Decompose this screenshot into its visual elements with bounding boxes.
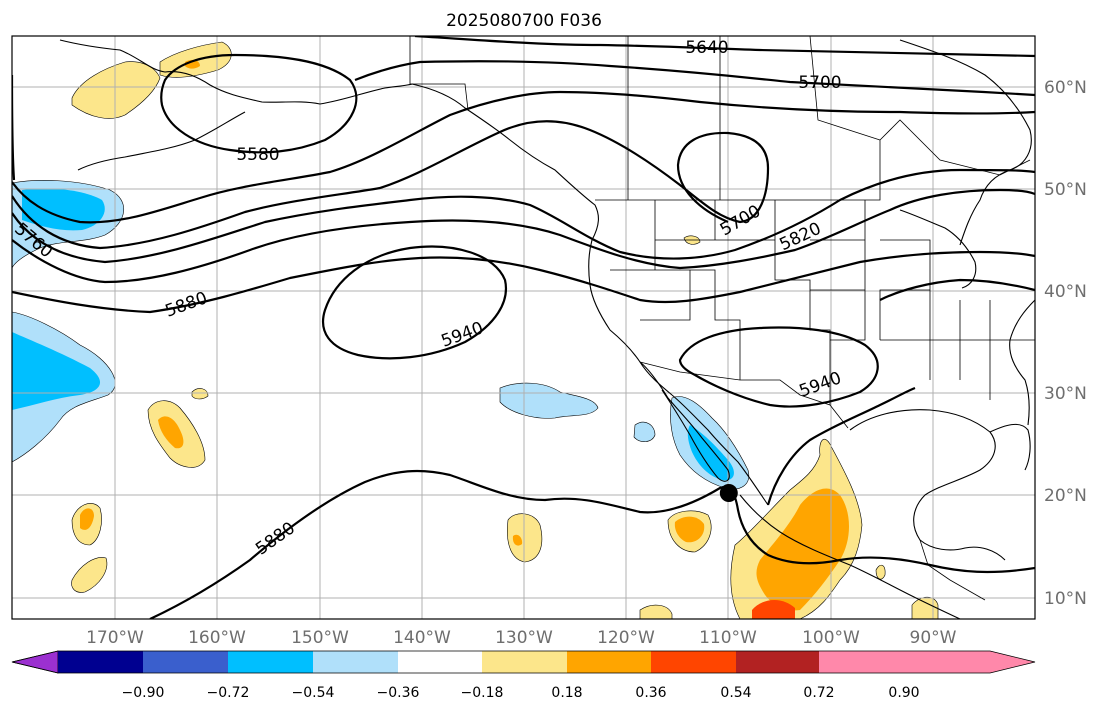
contour-5580 [160,53,358,154]
latitude-tick-label: 60°N [1044,78,1087,98]
map-panel: 5640 5700 5580 5760 5700 5820 5880 5940 … [12,36,1035,619]
coastline-alaska [59,39,413,105]
anomaly-region-gulf-coast [639,604,673,619]
anomaly-peak-mexico [752,599,795,619]
colorbar-tick-label: −0.54 [292,685,335,701]
latitude-tick-label: 20°N [1044,486,1087,506]
colorbar-extend-high [904,651,1035,673]
colorbar-tick-label: 0.72 [803,685,834,701]
latitude-tick-label: 30°N [1044,384,1087,404]
contour-5760 [12,90,1035,224]
anomaly-region-alaska-west [71,61,161,119]
colorbar-segment [482,651,567,673]
coastline-bc-pacific-nw [411,83,673,396]
colorbar-tick-label: −0.72 [207,685,250,701]
colorbar-segment [567,651,651,673]
colorbar-segment [651,651,736,673]
contour-5700-lobe [12,120,770,250]
map-title: 2025080700 F036 [446,11,602,31]
colorbar-segment [143,651,228,673]
longitude-tick-label: 110°W [699,628,757,648]
coastline-gulf-california [671,394,769,506]
anomaly-region-tiny [875,564,886,580]
longitude-tick-label: 170°W [86,628,144,648]
colorbar-extend-low [11,650,59,674]
colorbar-tick-label: 0.36 [635,685,666,701]
contour-5880-east [879,278,1035,301]
coastline-gulf-mexico [849,409,1006,561]
anomaly-region-small [633,421,656,442]
contour-5820 [12,168,1035,264]
coastline-mexico-pacific [739,494,961,619]
coastlines [59,39,1035,619]
contour-5940-sw [678,326,879,408]
contour-label: 5700 [798,73,841,93]
coastline-baja [639,361,730,482]
longitude-tick-label: 140°W [393,628,451,648]
map-frame [11,35,1036,620]
anomaly-core-baja [687,425,734,481]
contour-5880-south [149,386,1035,619]
longitude-labels: 170°W 160°W 150°W 140°W 130°W 120°W 110°… [86,628,957,648]
anomaly-core-east-pacific [674,516,705,543]
border-canada-provinces [627,36,881,200]
colorbar-tick-label: −0.36 [377,685,420,701]
colorbar: −0.90 −0.72 −0.54 −0.36 −0.18 0.18 0.36 … [11,650,1036,701]
anomaly-region-small-west [191,388,209,400]
border-mexico-central [919,539,986,601]
anomaly-core-gulf-alaska [22,188,105,231]
colorbar-segment [819,651,904,673]
height-contours [12,36,1035,619]
longitude-tick-label: 100°W [802,628,860,648]
longitude-tick-label: 150°W [291,628,349,648]
contour-5940-pacific [322,245,508,360]
latitude-labels: 60°N 50°N 40°N 30°N 20°N 10°N [1044,78,1087,609]
colorbar-tick-label: −0.90 [122,685,165,701]
longitude-tick-label: 90°W [910,628,957,648]
location-marker [719,484,738,502]
anomaly-core-hawaii-south [80,508,94,530]
anomaly-core-mexico [756,488,849,611]
latitude-tick-label: 10°N [1044,589,1087,609]
latitude-tick-label: 40°N [1044,282,1087,302]
colorbar-tick-label: 0.18 [551,685,582,701]
longitude-tick-label: 120°W [597,628,655,648]
colorbar-segment [58,651,143,673]
colorbar-tick-label: 0.54 [720,685,751,701]
colorbar-outline [11,650,1036,674]
anomaly-region-central-pacific [507,513,543,563]
contour-5880-main [12,250,1035,314]
anomaly-region-southwest [71,557,108,593]
colorbar-segment [313,651,398,673]
contour-5640 [414,36,1035,58]
coastline-florida [989,423,1031,471]
anomaly-core-hawaii-north [158,416,184,449]
border-alaska-canada [409,36,469,111]
border-us-canada [595,119,1031,201]
coastline-east [1009,299,1035,426]
contour-label: 5640 [685,38,728,58]
colorbar-tick-label: 0.90 [888,685,919,701]
coastline-alaska-peninsula [77,111,246,171]
contour-5880-north [12,188,1035,284]
anomaly-core-west [12,332,101,410]
colorbar-segment [228,651,313,673]
anomaly-core-central-pacific [512,534,523,546]
colorbar-segment [398,651,482,673]
coastline-great-lakes [899,209,977,289]
colorbar-tick-label: −0.18 [461,685,504,701]
latitude-tick-label: 50°N [1044,180,1087,200]
longitude-tick-label: 160°W [188,628,246,648]
positive-anomaly-fields [71,41,939,619]
colorbar-segment [736,651,819,673]
contour-label: 5580 [236,145,279,165]
longitude-tick-label: 130°W [495,628,553,648]
political-borders [409,36,1035,601]
coastline-hudson [899,39,1032,246]
